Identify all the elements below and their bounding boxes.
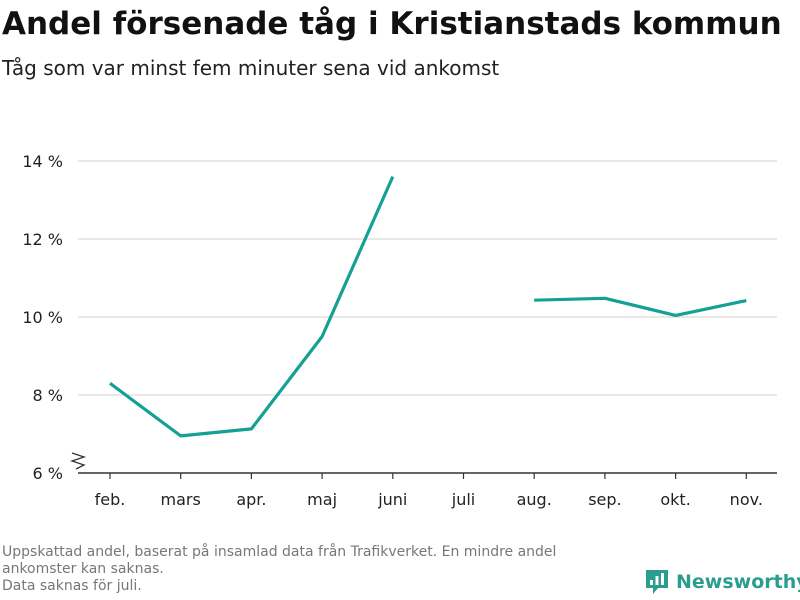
chart-title: Andel försenade tåg i Kristianstads komm… [2, 6, 782, 42]
footnote-line: ankomster kan saknas. [2, 561, 164, 577]
brand-name: Newsworthy [676, 571, 800, 593]
y-tick-label: 8 % [33, 386, 63, 405]
x-tick-label: apr. [236, 490, 266, 509]
grid-lines [78, 160, 777, 396]
y-tick-label: 12 % [22, 230, 63, 249]
x-tick-label: juni [377, 490, 407, 509]
y-tick-label: 10 % [22, 308, 63, 327]
axis-break-zigzag [69, 452, 87, 470]
series-lines [109, 175, 747, 438]
chart-subtitle: Tåg som var minst fem minuter sena vid a… [2, 56, 500, 80]
x-tick-label: nov. [730, 490, 763, 509]
footnote-line: Data saknas för juli. [2, 578, 142, 594]
newsworthy-logo-icon [646, 570, 668, 594]
series-line-segment [534, 296, 747, 317]
newsworthy-brand: Newsworthy [644, 568, 800, 596]
x-tick-label: okt. [660, 490, 690, 509]
x-tick-label: sep. [588, 490, 621, 509]
x-tick-label: mars [161, 490, 201, 509]
series-line-segment [109, 175, 395, 438]
x-tick-label: feb. [95, 490, 126, 509]
x-tick-label: juli [451, 490, 475, 509]
y-axis-tick-labels: 6 % 8 % 10 % 12 % 14 % [22, 152, 63, 483]
footnote: Uppskattad andel, baserat på insamlad da… [2, 544, 642, 595]
x-axis-tick-labels: feb. mars apr. maj juni juli aug. sep. okt. nov. [95, 490, 763, 509]
y-tick-label: 6 % [33, 464, 63, 483]
x-tick-label: aug. [517, 490, 552, 509]
line-chart: 6 % 8 % 10 % 12 % 14 % feb. mars apr. maj juni ju… [22, 152, 777, 509]
footnote-line: Uppskattad andel, baserat på insamlad da… [2, 544, 557, 560]
x-tick-label: maj [307, 490, 337, 509]
y-tick-label: 14 % [22, 152, 63, 171]
x-axis [69, 452, 777, 479]
